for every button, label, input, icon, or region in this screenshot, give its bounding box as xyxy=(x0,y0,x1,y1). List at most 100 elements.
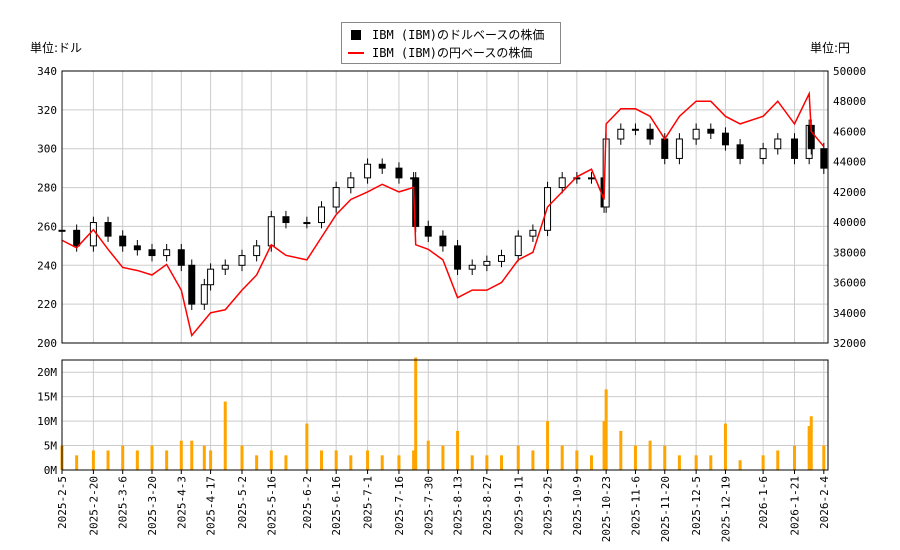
volume-bar xyxy=(240,445,244,470)
candle-body xyxy=(133,245,141,251)
volume-tick-label: 15M xyxy=(37,391,57,404)
volume-bar xyxy=(121,445,125,470)
x-tick-label: 2025-3-20 xyxy=(146,476,159,536)
volume-bar xyxy=(305,423,309,470)
candle-body xyxy=(238,255,246,266)
candle-body xyxy=(631,128,639,131)
candle-body xyxy=(736,144,744,159)
candle-body xyxy=(661,138,669,159)
volume-bar xyxy=(793,445,797,470)
volume-bar xyxy=(150,445,154,470)
volume-bar xyxy=(412,450,416,470)
volume-bar xyxy=(633,445,637,470)
candle-body xyxy=(104,222,112,237)
volume-bar xyxy=(426,440,430,470)
y-left-tick-label: 340 xyxy=(37,65,57,78)
y-right-tick-label: 50000 xyxy=(833,65,866,78)
volume-bar xyxy=(223,401,227,470)
candle-body xyxy=(177,249,185,266)
x-tick-label: 2025-5-2 xyxy=(236,476,249,529)
volume-bar xyxy=(179,440,183,470)
candle-body xyxy=(364,163,372,179)
volume-bar xyxy=(546,421,550,470)
volume-bar xyxy=(663,445,667,470)
volume-bar xyxy=(209,450,213,470)
volume-bar xyxy=(709,455,713,470)
candle-body xyxy=(395,167,403,179)
volume-bar xyxy=(349,455,353,470)
volume-tick-label: 20M xyxy=(37,366,57,379)
volume-bar xyxy=(106,450,110,470)
volume-bar xyxy=(456,430,460,470)
x-tick-label: 2026-2-4 xyxy=(818,476,831,529)
candle-body xyxy=(707,128,715,134)
candle-body xyxy=(282,216,290,224)
candle-body xyxy=(267,216,275,247)
candle-body xyxy=(774,138,782,150)
candle-body xyxy=(558,177,566,189)
volume-bar xyxy=(334,450,338,470)
x-tick-label: 2025-7-1 xyxy=(362,476,375,529)
candle-body xyxy=(483,260,491,266)
volume-bar xyxy=(397,455,401,470)
y-left-tick-label: 260 xyxy=(37,220,57,233)
volume-bar xyxy=(575,450,579,470)
candle-body xyxy=(318,206,326,224)
x-tick-label: 2025-9-25 xyxy=(542,476,555,536)
candle-body xyxy=(759,148,767,159)
volume-bar xyxy=(75,455,79,470)
legend: IBM (IBM)のドルベースの株価 IBM (IBM)の円ベースの株価 xyxy=(341,22,561,64)
legend-item-usd: IBM (IBM)のドルベースの株価 xyxy=(348,26,544,43)
y-right-tick-label: 40000 xyxy=(833,216,866,229)
x-tick-label: 2025-12-5 xyxy=(690,476,703,536)
x-tick-label: 2025-6-2 xyxy=(301,476,314,529)
candle-body xyxy=(253,245,261,257)
candle-body xyxy=(89,222,97,247)
x-tick-label: 2025-8-13 xyxy=(452,476,465,536)
candle-body xyxy=(675,138,683,159)
candle-body xyxy=(439,235,447,247)
price-plot-frame xyxy=(61,70,829,344)
x-tick-label: 2025-4-3 xyxy=(175,476,188,529)
candle-body xyxy=(303,222,311,225)
volume-bar xyxy=(135,450,139,470)
volume-bar xyxy=(619,430,623,470)
candle-body xyxy=(73,229,81,247)
volume-bar xyxy=(516,445,520,470)
x-tick-label: 2025-9-11 xyxy=(512,476,525,536)
volume-bar xyxy=(560,445,564,470)
volume-bar xyxy=(602,421,606,470)
x-tick-label: 2026-1-21 xyxy=(789,476,802,536)
x-tick-label: 2025-6-16 xyxy=(330,476,343,536)
candle-body xyxy=(588,177,596,180)
y-right-tick-label: 46000 xyxy=(833,125,866,138)
y-left-tick-label: 280 xyxy=(37,182,57,195)
volume-bar xyxy=(648,440,652,470)
y-left-tick-label: 300 xyxy=(37,143,57,156)
candle-body xyxy=(148,249,156,257)
candle-body xyxy=(378,163,386,169)
x-tick-label: 2025-2-5 xyxy=(56,476,69,529)
x-tick-label: 2025-8-27 xyxy=(481,476,494,536)
y-left-tick-label: 200 xyxy=(37,337,57,350)
y-right-tick-label: 44000 xyxy=(833,156,866,169)
x-tick-label: 2025-10-9 xyxy=(571,476,584,536)
volume-bar xyxy=(91,450,95,470)
volume-bar xyxy=(776,450,780,470)
volume-tick-label: 10M xyxy=(37,415,57,428)
legend-label-jpy: IBM (IBM)の円ベースの株価 xyxy=(372,46,533,60)
legend-item-jpy: IBM (IBM)の円ベースの株価 xyxy=(348,44,532,61)
volume-bar xyxy=(531,450,535,470)
y-right-tick-label: 32000 xyxy=(833,337,866,350)
candle-body xyxy=(791,138,799,159)
y-left-tick-label: 320 xyxy=(37,104,57,117)
legend-label-usd: IBM (IBM)のドルベースの株価 xyxy=(372,28,545,42)
y-left-tick-label: 240 xyxy=(37,259,57,272)
left-unit-label: 単位:ドル xyxy=(30,41,83,55)
candle-body xyxy=(119,235,127,247)
volume-bar xyxy=(441,445,445,470)
volume-bar xyxy=(165,450,169,470)
volume-bar xyxy=(320,450,324,470)
volume-bar xyxy=(809,416,813,470)
